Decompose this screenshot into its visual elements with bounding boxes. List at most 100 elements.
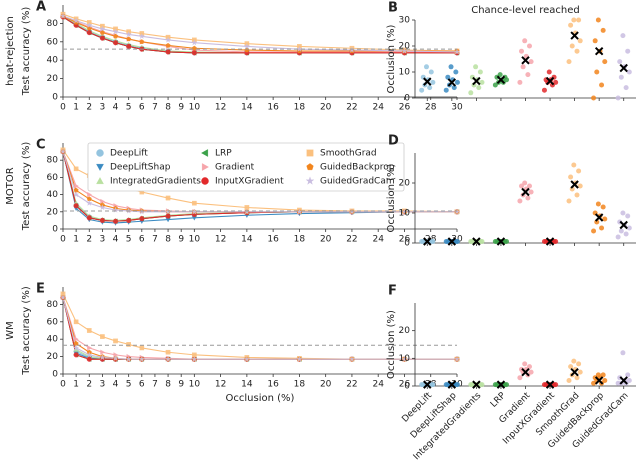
y-tick-label: 20 (399, 179, 411, 189)
series-line (62, 15, 458, 53)
data-point (401, 355, 408, 362)
data-point (517, 198, 523, 204)
data-point (73, 191, 80, 198)
data-point (592, 38, 598, 44)
x-tick-label: 20 (320, 103, 332, 113)
data-point (59, 148, 67, 155)
y-tick-label: 0 (52, 370, 58, 380)
data-point (577, 38, 583, 44)
data-point (599, 225, 605, 231)
x-tick-label: 16 (267, 103, 279, 113)
data-point (551, 382, 557, 388)
data-point (165, 42, 171, 48)
data-point (520, 64, 526, 70)
legend-label: GuidedGradCam (320, 177, 395, 187)
data-point (618, 228, 624, 234)
data-point (602, 377, 608, 383)
row-label: MOTOR (5, 167, 16, 204)
y-axis-label: Occlusion (%) (386, 310, 397, 379)
data-point (86, 328, 92, 333)
y-tick-label: 80 (47, 156, 59, 166)
y-tick-label: 20 (47, 74, 59, 84)
y-axis-label: Test accuracy (%) (21, 286, 32, 376)
data-point (574, 48, 580, 54)
data-point (99, 30, 105, 35)
data-point (519, 183, 524, 189)
data-point (623, 231, 629, 237)
data-point (73, 319, 79, 325)
x-tick-label: 16 (267, 235, 279, 245)
y-tick-label: 60 (47, 317, 59, 327)
data-point (546, 69, 552, 75)
x-tick-label: 0 (60, 380, 66, 390)
x-tick-label: 5 (126, 380, 132, 390)
data-point (551, 239, 557, 244)
data-point (165, 49, 171, 55)
data-point (453, 382, 459, 388)
row-label: WM (5, 321, 16, 340)
x-tick-label: 7 (152, 103, 158, 113)
legend-marker (305, 176, 315, 185)
legend-marker (306, 149, 314, 157)
data-point (419, 87, 425, 93)
data-point (191, 355, 198, 362)
data-point (479, 79, 485, 85)
data-point (617, 59, 623, 65)
data-point (571, 162, 577, 168)
legend-label: IntegratedGradients (110, 177, 201, 187)
median-marker (447, 237, 457, 246)
legend-label: DeepLift (110, 149, 148, 159)
data-point (620, 33, 626, 39)
data-point (74, 183, 79, 189)
x-tick-label: 18 (294, 380, 306, 390)
data-point (623, 85, 629, 91)
data-point (600, 204, 606, 210)
legend-marker (306, 163, 314, 171)
legend-label: SmoothGrad (320, 149, 377, 159)
data-point (615, 234, 621, 240)
y-tick-label: 40 (47, 56, 59, 66)
data-point (525, 195, 531, 201)
y-tick-label: 0 (404, 94, 410, 104)
data-point (99, 354, 106, 361)
data-point (443, 87, 449, 93)
x-tick-label: 12 (215, 103, 226, 113)
data-point (571, 17, 577, 23)
data-point (73, 166, 79, 172)
data-point (577, 183, 583, 189)
y-tick-label: 60 (47, 173, 59, 183)
legend-label: Gradient (215, 163, 255, 173)
x-tick-label: 14 (241, 380, 253, 390)
data-point (528, 369, 534, 375)
x-tick-label: 2 (86, 235, 92, 245)
y-tick-label: 60 (47, 37, 59, 47)
data-point (519, 48, 524, 54)
median-marker (423, 77, 432, 86)
x-tick-label: 30 (451, 103, 463, 113)
x-tick-label: 24 (372, 380, 384, 390)
x-tick-label: 1 (73, 235, 79, 245)
median-marker (472, 237, 481, 246)
data-point (522, 38, 528, 44)
x-tick-label: 10 (189, 235, 201, 245)
data-point (566, 198, 572, 204)
data-point (112, 28, 119, 35)
data-point (430, 79, 436, 85)
data-point (126, 36, 132, 42)
median-marker (521, 367, 530, 377)
data-point (87, 345, 92, 351)
data-point (568, 174, 574, 180)
data-point (517, 79, 523, 85)
y-axis-label: Test accuracy (%) (21, 7, 32, 97)
data-point (73, 344, 80, 351)
data-point (139, 39, 145, 44)
data-point (126, 342, 131, 347)
data-point (453, 239, 459, 244)
data-point (126, 43, 132, 49)
data-point (87, 191, 92, 198)
y-tick-label: 20 (47, 207, 59, 217)
y-tick-label: 0 (52, 225, 58, 235)
median-marker (570, 180, 579, 189)
x-tick-label: 14 (241, 103, 253, 113)
